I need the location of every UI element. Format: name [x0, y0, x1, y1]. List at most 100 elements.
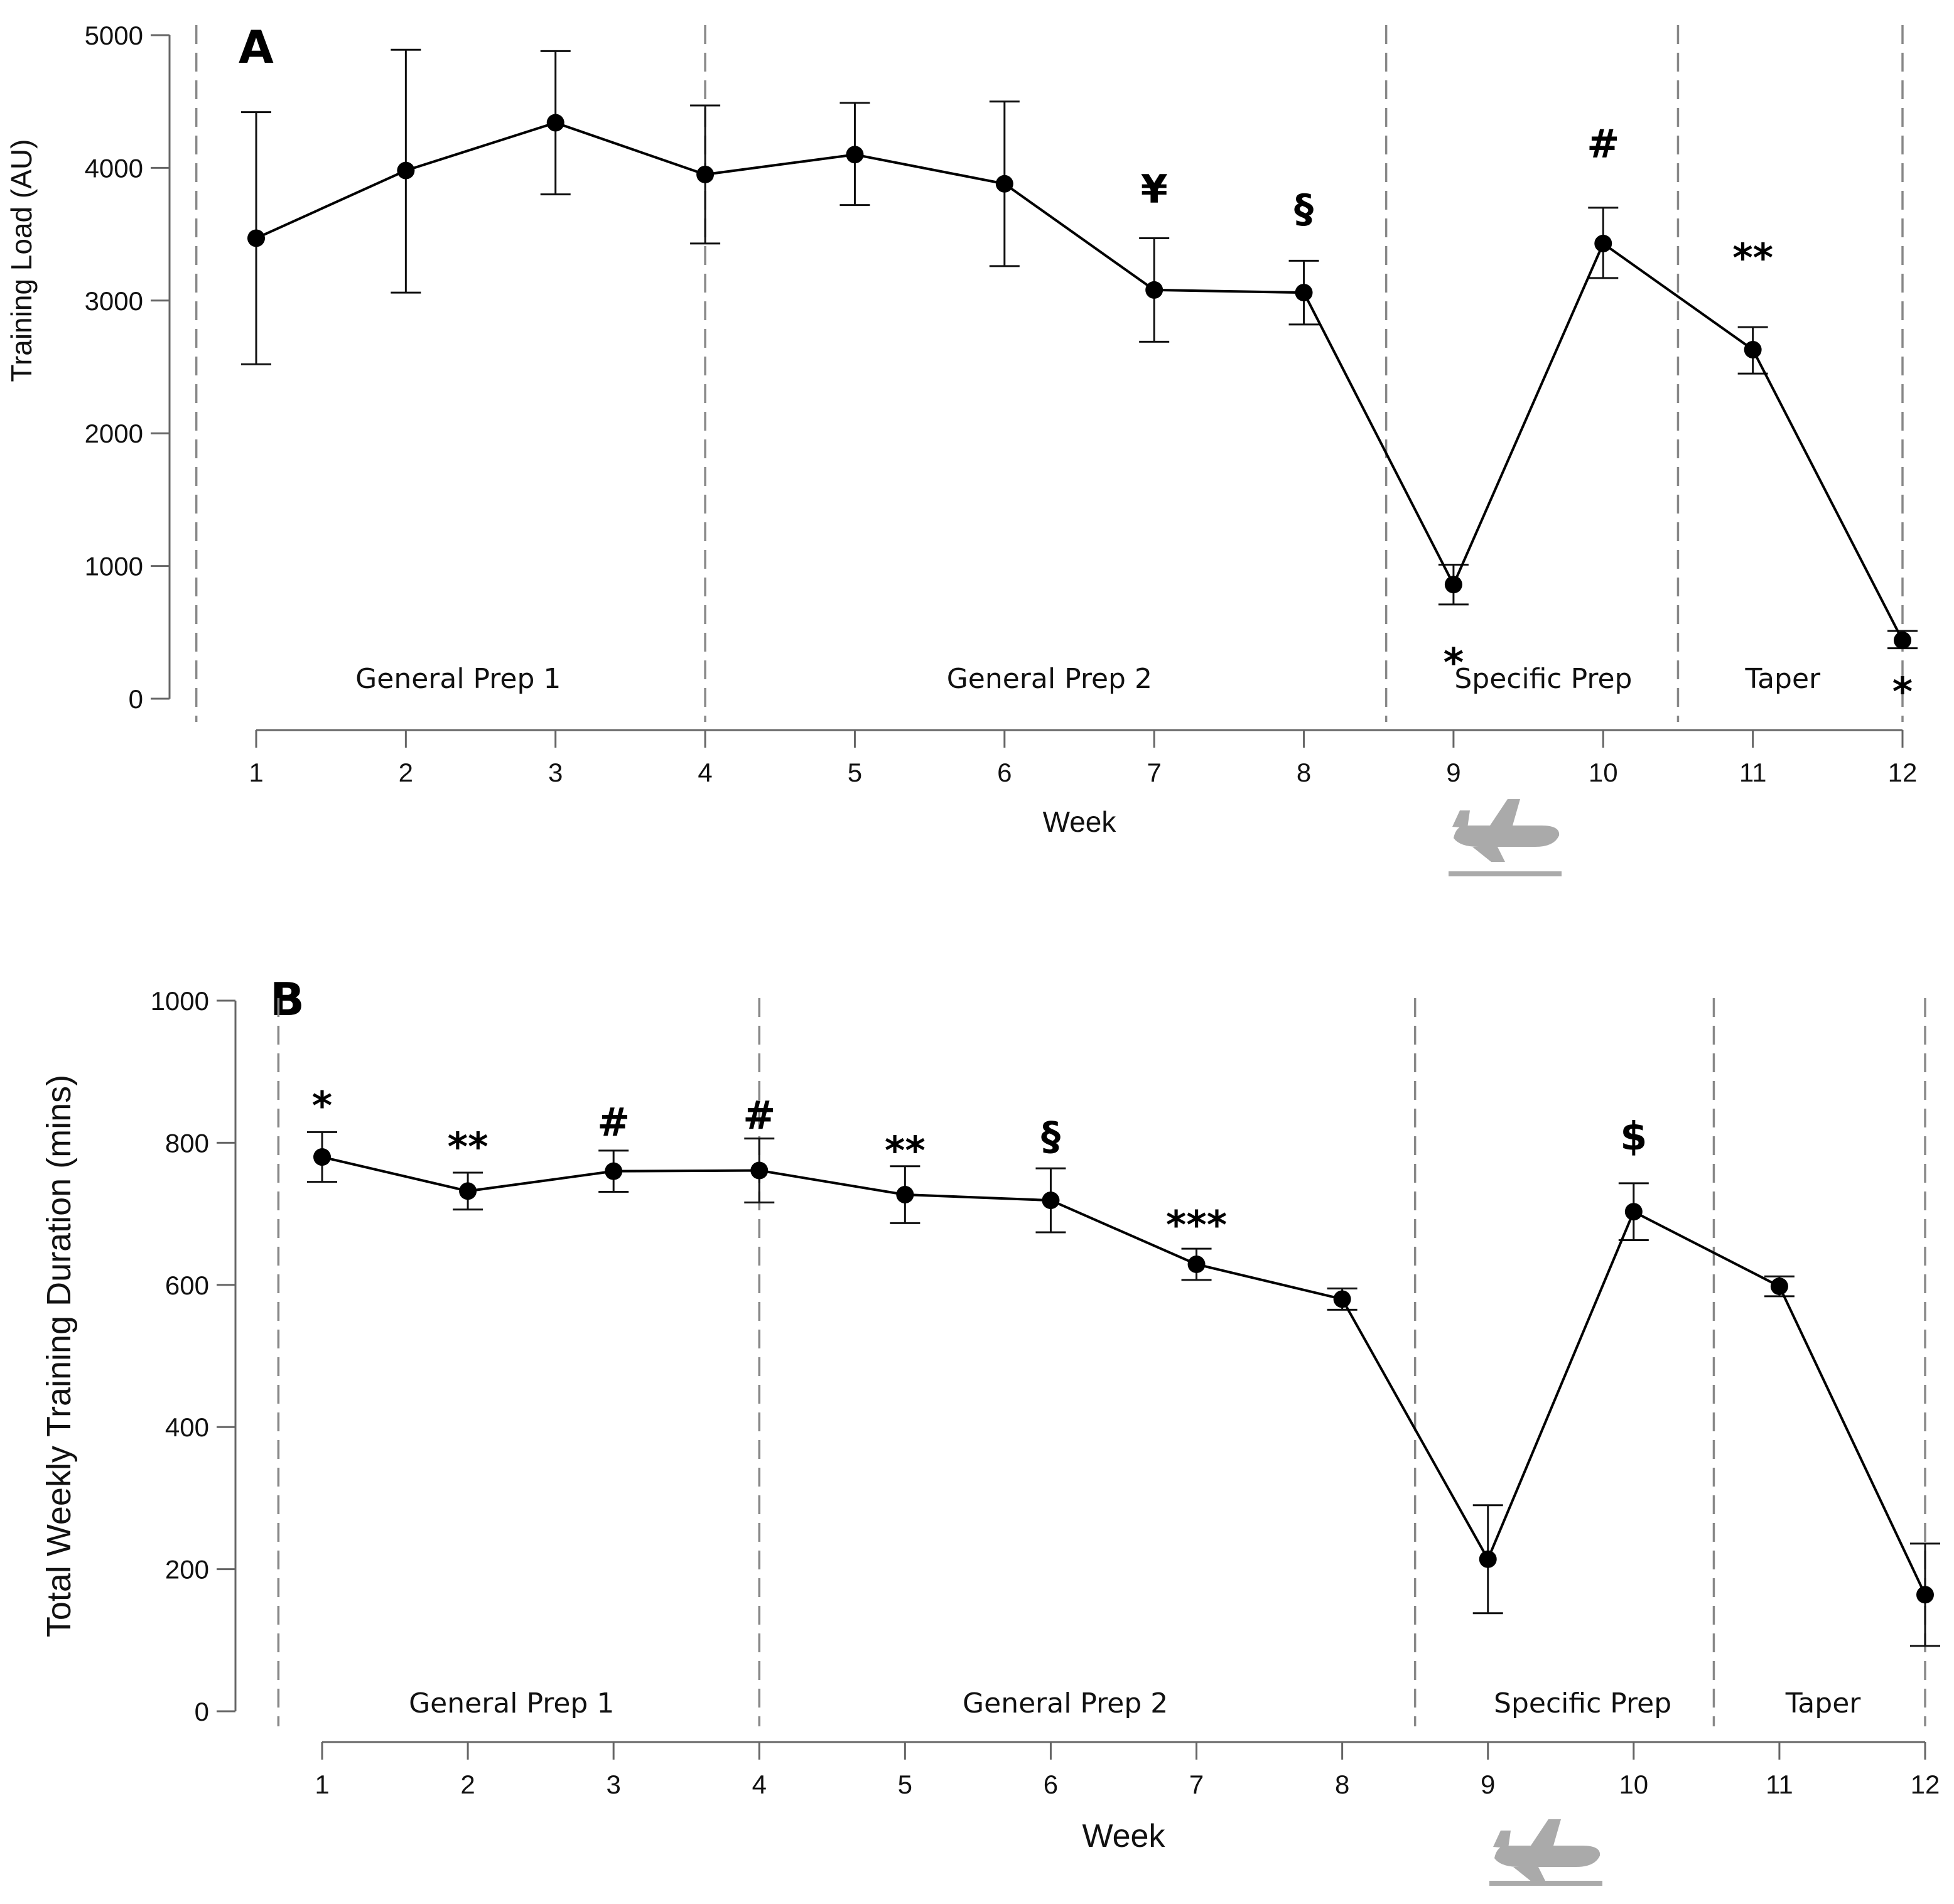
data-point — [546, 114, 564, 132]
significance-marker: ** — [885, 1127, 926, 1173]
significance-marker: # — [743, 1092, 775, 1138]
y-tick-label: 4000 — [85, 153, 143, 183]
x-tick-label: 2 — [460, 1770, 475, 1799]
y-tick-label: 400 — [165, 1412, 209, 1442]
significance-marker: § — [1294, 186, 1314, 232]
panel-a: A General Prep 1 General Prep 2 Specific Pr… — [5, 21, 1918, 876]
y-tick-label: 5000 — [85, 21, 143, 50]
y-tick-label: 1000 — [85, 552, 143, 581]
airplane-body — [1494, 1819, 1600, 1867]
x-tick-label: 5 — [848, 758, 862, 787]
x-axis-title: Week — [1043, 805, 1117, 838]
data-point — [247, 229, 265, 247]
x-tick-label: 6 — [1044, 1770, 1058, 1799]
data-point — [605, 1162, 623, 1180]
data-point — [1187, 1255, 1206, 1273]
phase-label: General Prep 2 — [963, 1687, 1168, 1719]
data-point — [1333, 1290, 1351, 1308]
data-point — [1624, 1203, 1643, 1221]
x-tick-label: 5 — [898, 1770, 912, 1799]
x-tick-label: 3 — [607, 1770, 621, 1799]
phase-label: Taper — [1744, 663, 1821, 695]
y-axis-title: Training Load (AU) — [5, 139, 38, 382]
x-tick-label: 3 — [548, 758, 563, 787]
panel-letter: B — [270, 973, 305, 1026]
x-axis-title: Week — [1082, 1818, 1166, 1854]
y-tick-label: 0 — [129, 684, 143, 714]
phase-label: Specific Prep — [1494, 1687, 1671, 1719]
data-point — [1145, 281, 1163, 299]
x-tick-label: 2 — [399, 758, 413, 787]
airplane-wing — [1472, 847, 1505, 862]
x-tick-label: 4 — [698, 758, 712, 787]
data-point — [459, 1182, 477, 1200]
y-tick-label: 200 — [165, 1555, 209, 1584]
significance-marker: *** — [1166, 1202, 1227, 1248]
y-tick-label: 0 — [195, 1697, 209, 1726]
y-tick-label: 1000 — [151, 986, 209, 1016]
series-line — [321, 1156, 1926, 1596]
significance-marker: * — [1444, 640, 1464, 686]
significance-marker: ** — [448, 1124, 488, 1170]
airplane-tail — [1493, 1831, 1511, 1848]
y-tick-label: 800 — [165, 1128, 209, 1158]
significance-marker: ** — [1732, 235, 1773, 281]
y-axis-title: Total Weekly Training Duration (mins) — [40, 1075, 78, 1637]
data-point — [313, 1148, 331, 1166]
data-point — [1042, 1191, 1060, 1210]
data-point — [696, 165, 715, 183]
panel-b: B General Prep 1 General Prep 2 Specific Pr… — [40, 973, 1940, 1886]
x-tick-label: 12 — [1911, 1770, 1940, 1799]
x-tick-label: 4 — [752, 1770, 767, 1799]
data-point — [1770, 1277, 1788, 1296]
panel-letter: A — [239, 21, 274, 73]
data-point — [397, 161, 415, 180]
x-tick-label: 9 — [1446, 758, 1460, 787]
series-line — [256, 121, 1904, 641]
data-point — [995, 175, 1013, 193]
x-tick-label: 8 — [1297, 758, 1311, 787]
x-tick-label: 10 — [1619, 1770, 1648, 1799]
significance-marker: * — [1892, 669, 1913, 715]
x-tick-label: 1 — [249, 758, 263, 787]
x-tick-label: 11 — [1739, 758, 1767, 787]
phase-label: General Prep 1 — [355, 663, 561, 695]
significance-marker: # — [597, 1099, 630, 1145]
data-point — [1916, 1586, 1934, 1604]
x-tick-label: 10 — [1589, 758, 1618, 787]
data-point — [1295, 284, 1313, 302]
data-point — [1594, 234, 1612, 252]
x-tick-label: 7 — [1189, 1770, 1204, 1799]
x-tick-label: 9 — [1481, 1770, 1495, 1799]
data-point — [896, 1186, 914, 1204]
airplane-icon — [1452, 799, 1560, 862]
airplane-tail — [1452, 810, 1470, 828]
significance-marker: * — [312, 1083, 332, 1129]
x-tick-label: 12 — [1888, 758, 1918, 787]
data-point — [1479, 1550, 1497, 1568]
phase-label: General Prep 2 — [947, 663, 1152, 695]
phase-label: Specific Prep — [1454, 663, 1632, 695]
airplane-body — [1454, 799, 1560, 847]
data-point — [1444, 576, 1462, 594]
y-tick-label: 3000 — [85, 286, 143, 316]
x-tick-label: 11 — [1766, 1770, 1793, 1799]
significance-marker: # — [1587, 121, 1619, 166]
data-point — [846, 146, 864, 164]
significance-marker: ¥ — [1141, 166, 1168, 212]
x-tick-label: 8 — [1335, 1770, 1349, 1799]
significance-marker: $ — [1620, 1114, 1647, 1159]
airplane-icon — [1493, 1819, 1600, 1882]
phase-label: Taper — [1785, 1687, 1862, 1719]
y-tick-label: 600 — [165, 1271, 209, 1300]
airplane-wing — [1513, 1867, 1546, 1882]
x-tick-label: 6 — [997, 758, 1012, 787]
x-tick-label: 1 — [315, 1770, 329, 1799]
phase-label: General Prep 1 — [409, 1687, 614, 1719]
y-tick-label: 2000 — [85, 419, 143, 448]
data-point — [1744, 341, 1762, 359]
data-point — [1894, 631, 1911, 649]
data-point — [750, 1161, 769, 1180]
significance-marker: § — [1041, 1114, 1061, 1159]
